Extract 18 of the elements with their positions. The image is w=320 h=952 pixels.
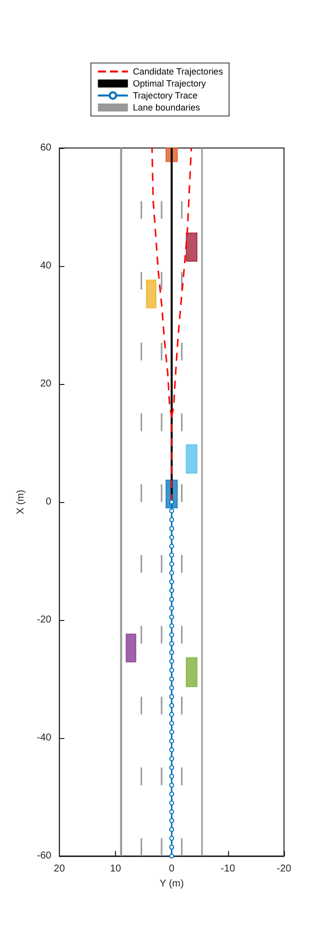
x-axis-title: Y (m) (160, 878, 184, 890)
legend-label: Trajectory Trace (132, 90, 198, 100)
x-tick-label: -20 (276, 864, 292, 874)
x-tick-label: 10 (110, 864, 122, 874)
y-tick-label: 40 (40, 260, 52, 272)
legend-label: Candidate Trajectories (132, 66, 224, 76)
x-tick-label: 20 (54, 864, 66, 874)
y-tick-label: 60 (40, 142, 52, 154)
y-tick-label: -40 (36, 732, 52, 744)
legend-label: Optimal Trajectory (132, 78, 206, 88)
x-tick-label: 0 (168, 864, 175, 874)
legend-label: Lane boundaries (132, 102, 200, 112)
y-tick-label: -60 (36, 850, 52, 862)
y-tick-label: 20 (40, 378, 52, 390)
y-axis-title: X (m) (16, 490, 26, 514)
x-tick-label: -10 (220, 864, 236, 874)
y-tick-label: -20 (36, 614, 52, 626)
y-tick-label: 0 (46, 496, 52, 508)
